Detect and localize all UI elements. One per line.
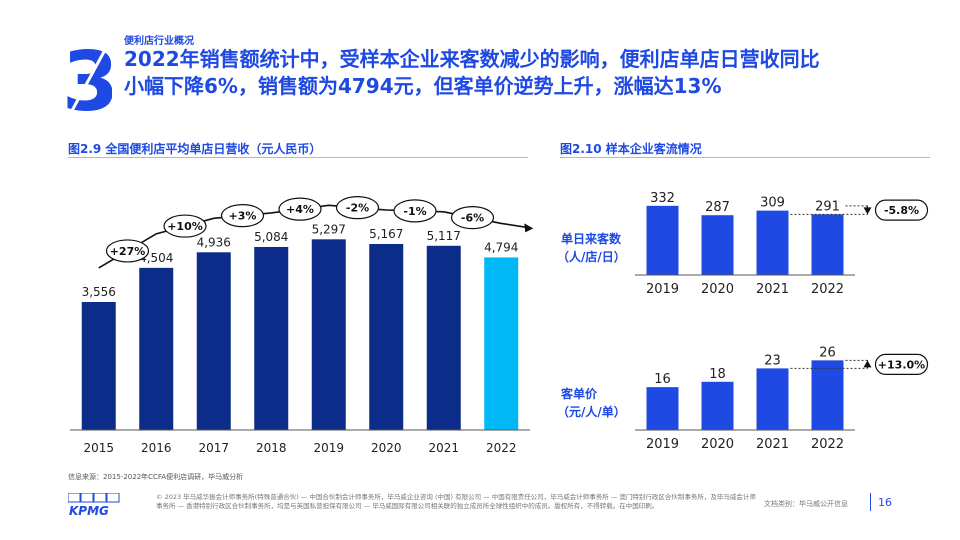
section-label: 便利店行业概况 [124, 36, 194, 47]
revenue-bar [311, 239, 346, 430]
growth-badge [220, 204, 265, 228]
revenue-bar [484, 257, 519, 430]
traffic-change-arrow [863, 207, 872, 215]
kpmg-logo: KPMG [67, 492, 122, 518]
growth-badge [335, 196, 380, 220]
revenue-year-label: 2015 [83, 441, 114, 455]
spend-value-label: 23 [764, 353, 781, 368]
revenue-year-label: 2022 [486, 441, 517, 455]
spend-year-label: 2021 [756, 437, 789, 452]
traffic-value-label: 332 [650, 191, 675, 206]
title-rule-left [68, 157, 528, 158]
revenue-value-label: 3,556 [82, 285, 116, 299]
spend-bar [701, 381, 734, 430]
growth-badge [450, 206, 495, 230]
revenue-year-label: 2019 [313, 441, 344, 455]
revenue-value-label: 5,084 [254, 230, 288, 244]
source-note: 信息来源：2015-2022年CCFA便利店调研，毕马威分析 [68, 473, 244, 481]
traffic-bar [756, 210, 789, 275]
revenue-value-label: 4,794 [484, 240, 518, 254]
spend-year-label: 2020 [701, 437, 734, 452]
revenue-value-label: 4,936 [197, 235, 231, 249]
spend-change-label: +13.0% [878, 358, 925, 371]
section-number: 3 [62, 35, 119, 130]
spend-bar-chart: 16 2019 18 2020 23 2021 26 2022 客单价 （元/人/单） +13.0% [557, 345, 929, 452]
revenue-bar [196, 252, 231, 430]
revenue-year-label: 2017 [198, 441, 229, 455]
spend-value-label: 18 [709, 367, 726, 382]
revenue-year-label: 2016 [141, 441, 172, 455]
headline-line-2: 小幅下降6%，销售额为4794元，但客单价逆势上升，涨幅达13% [124, 74, 722, 98]
spend-year-label: 2019 [646, 437, 679, 452]
traffic-change-label: -5.8% [884, 204, 919, 217]
traffic-year-label: 2022 [811, 282, 844, 297]
growth-label: +27% [110, 245, 146, 258]
traffic-year-label: 2021 [756, 282, 789, 297]
traffic-bar-chart: 332 2019 287 2020 309 2021 291 2022 单日来客数 （人/店/日）… [557, 191, 929, 297]
chart-title-revenue: 图2.9 全国便利店平均单店日营收（元人民币） [68, 142, 322, 156]
traffic-bar [701, 215, 734, 275]
revenue-value-label: 5,167 [369, 227, 403, 241]
revenue-year-label: 2018 [256, 441, 287, 455]
revenue-year-label: 2020 [371, 441, 402, 455]
spend-value-label: 26 [819, 345, 836, 360]
growth-label: -6% [461, 212, 484, 225]
revenue-bar-chart: 3,55620154,50420164,93620175,08420185,29… [70, 196, 534, 455]
traffic-value-label: 291 [815, 199, 840, 214]
growth-label: +3% [229, 210, 257, 223]
doc-type: 文档类别：毕马威公开信息 [764, 500, 848, 508]
revenue-bar [426, 245, 461, 430]
spend-ylabel: 客单价 [560, 386, 598, 401]
spend-bar [811, 360, 844, 430]
page-separator [870, 493, 871, 511]
growth-badge [105, 239, 150, 263]
page-headline: 2022年销售额统计中，受样本企业来客数减少的影响，便利店单店日营收同比 小幅下… [124, 46, 924, 100]
spend-year-label: 2022 [811, 437, 844, 452]
spend-change-arrow [863, 360, 872, 368]
spend-bar [646, 387, 679, 430]
growth-label: +4% [286, 203, 314, 216]
traffic-value-label: 309 [760, 196, 785, 211]
growth-arrow-head [524, 223, 534, 233]
logo-text: KPMG [69, 504, 109, 517]
growth-label: -1% [403, 205, 426, 218]
revenue-value-label: 5,117 [427, 229, 461, 243]
traffic-ylabel-unit: （人/店/日） [557, 249, 626, 264]
revenue-bar [254, 246, 289, 430]
growth-badge [393, 199, 437, 223]
title-rule-right [560, 157, 930, 158]
chart-title-traffic: 图2.10 样本企业客流情况 [560, 142, 702, 156]
growth-label: +10% [167, 220, 203, 233]
revenue-bar [139, 267, 174, 430]
spend-value-label: 16 [654, 372, 671, 387]
traffic-year-label: 2019 [646, 282, 679, 297]
spend-bar [756, 368, 789, 430]
traffic-year-label: 2020 [701, 282, 734, 297]
traffic-ylabel: 单日来客数 [561, 231, 622, 246]
growth-badge [163, 214, 207, 238]
revenue-bar [81, 301, 116, 430]
spend-change-badge [874, 353, 929, 375]
headline-line-1: 2022年销售额统计中，受样本企业来客数减少的影响，便利店单店日营收同比 [124, 47, 820, 71]
page-number: 16 [878, 496, 892, 509]
legal-text: © 2023 毕马威华振会计师事务所(特殊普通合伙) — 中国合伙制会计师事务所… [156, 493, 756, 510]
revenue-value-label: 5,297 [312, 222, 346, 236]
traffic-value-label: 287 [705, 200, 730, 215]
traffic-bar [811, 214, 844, 275]
growth-badge [278, 197, 322, 221]
revenue-bar [369, 243, 404, 430]
spend-ylabel-unit: （元/人/单） [557, 404, 626, 419]
growth-label: -2% [346, 202, 369, 215]
traffic-bar [646, 205, 679, 275]
traffic-change-badge [874, 199, 929, 221]
revenue-year-label: 2021 [428, 441, 459, 455]
